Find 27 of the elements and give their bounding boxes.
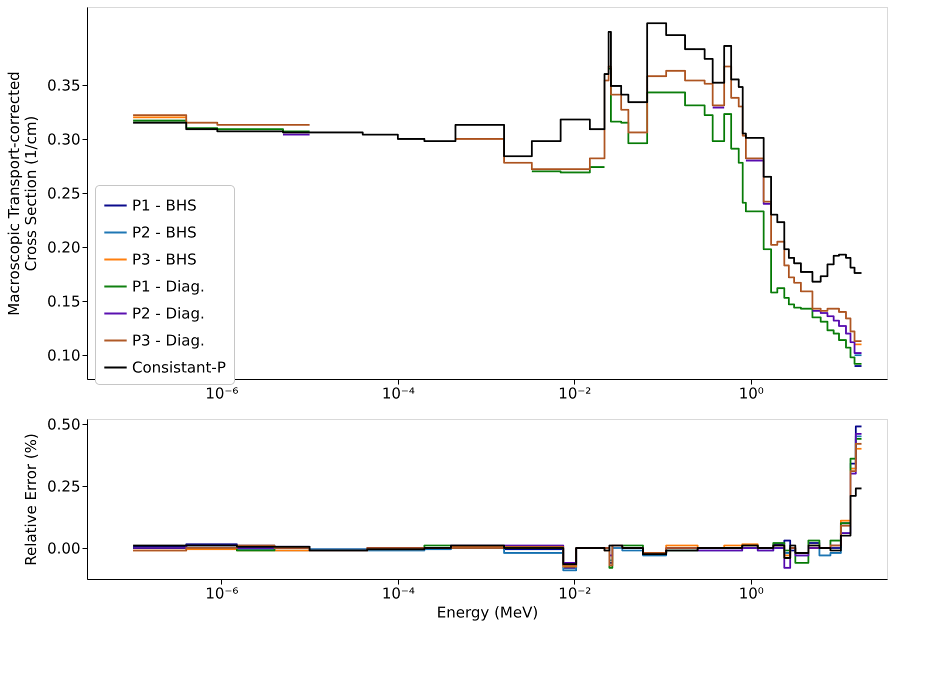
y-tick-label: 0.15 [47, 292, 80, 311]
x-tick-label: 10⁰ [738, 584, 764, 602]
y-tick-label: 0.35 [47, 76, 80, 94]
legend-label: P1 - Diag. [132, 278, 205, 296]
legend-label: P2 - Diag. [132, 304, 205, 322]
x-tick-label: 10⁻⁶ [205, 384, 238, 402]
y-tick-label: 0.25 [47, 184, 80, 202]
x-tick-label: 10⁻⁶ [205, 584, 238, 602]
legend-label: P1 - BHS [132, 196, 197, 214]
y-tick-label: 0.50 [47, 415, 80, 434]
x-tick-label: 10⁰ [738, 384, 764, 402]
y-tick-label: 0.10 [47, 346, 80, 365]
legend-label: P2 - BHS [132, 224, 197, 242]
x-tick-label: 10⁻² [558, 584, 592, 602]
x-axis-title: Energy (MeV) [436, 604, 538, 622]
legend-label: P3 - BHS [132, 250, 197, 268]
legend-label: Consistant-P [132, 358, 226, 376]
y-axis-title: Relative Error (%) [22, 433, 40, 566]
y-tick-label: 0.00 [47, 539, 80, 558]
y-tick-label: 0.30 [47, 130, 80, 148]
x-tick-label: 10⁻⁴ [382, 584, 415, 602]
y-axis-title: Macroscopic Transport-corrected Cross Section (1/cm) [5, 71, 40, 316]
legend-label: P3 - Diag. [132, 332, 205, 350]
x-tick-label: 10⁻⁴ [382, 384, 415, 402]
y-tick-label: 0.20 [47, 238, 80, 257]
y-tick-label: 0.25 [47, 477, 80, 496]
x-tick-label: 10⁻² [558, 384, 592, 402]
